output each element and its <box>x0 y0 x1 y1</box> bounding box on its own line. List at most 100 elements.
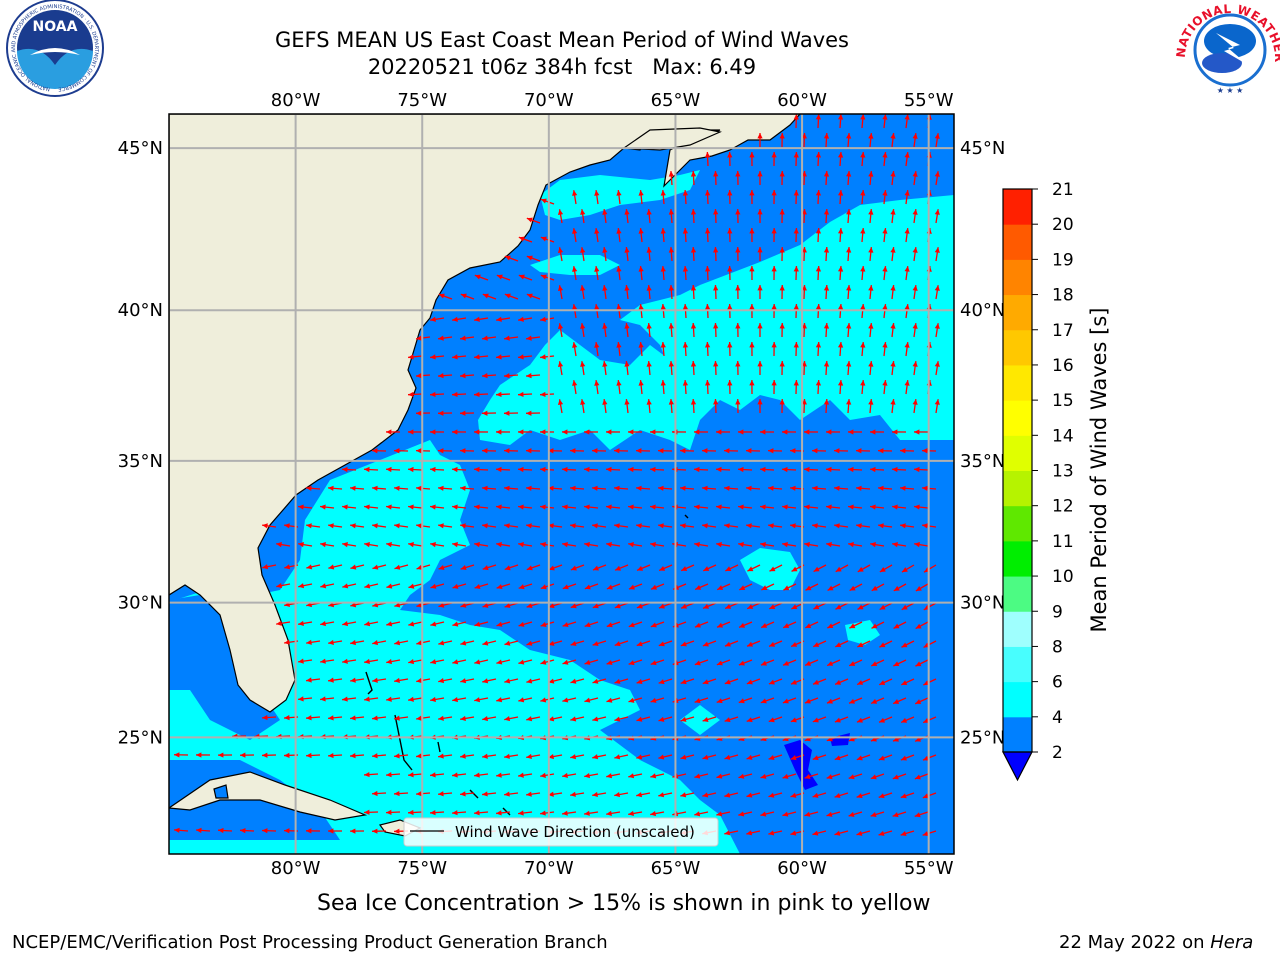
wind-arrow-head <box>606 429 612 435</box>
wind-arrow-head <box>860 266 866 272</box>
wind-arrow-head <box>882 304 888 310</box>
wind-arrow-head <box>496 772 502 778</box>
wind-arrow-head <box>570 448 576 454</box>
wind-arrow-head <box>757 361 763 367</box>
wind-arrow-head <box>276 620 282 626</box>
wind-arrow-head <box>871 698 878 704</box>
wind-arrow-head <box>694 504 700 510</box>
wind-arrow-head <box>350 715 356 721</box>
wind-arrow-head <box>834 485 840 491</box>
wind-arrow-head <box>860 190 866 196</box>
wind-arrow-head <box>900 793 907 799</box>
wind-arrow-head <box>771 266 777 272</box>
wind-arrow-head <box>690 209 697 215</box>
wind-arrow-head <box>749 266 755 272</box>
lon-tick-label-top: 65°W <box>651 90 701 111</box>
noaa-logo-text: NOAA <box>33 19 78 35</box>
wind-arrow-head <box>815 342 822 348</box>
wind-arrow-head <box>548 523 554 529</box>
wind-arrow-head <box>646 399 652 405</box>
wind-arrow-head <box>284 752 290 758</box>
wind-arrow-head <box>793 266 799 272</box>
wind-arrow-head <box>592 523 598 529</box>
wind-arrow-head <box>386 621 393 627</box>
wind-arrow-head <box>702 716 709 722</box>
wind-arrow-head <box>893 585 900 591</box>
wind-arrow-head <box>594 266 600 272</box>
wind-arrow-head <box>702 523 708 529</box>
wind-arrow-head <box>716 811 723 817</box>
wind-arrow-head <box>713 209 719 215</box>
wind-arrow-head <box>306 677 312 683</box>
wind-arrow-head <box>713 285 719 291</box>
wind-arrow-head <box>914 504 920 510</box>
wind-arrow-head <box>835 642 842 647</box>
wind-arrow-head <box>912 209 918 215</box>
wind-arrow-head <box>504 791 510 797</box>
wind-arrow-head <box>870 774 877 780</box>
wind-arrow-head <box>438 564 445 570</box>
wind-arrow-head <box>790 448 796 454</box>
wind-arrow-head <box>592 448 598 454</box>
wind-arrow-head <box>386 696 392 702</box>
wind-arrow-head <box>768 830 775 836</box>
wind-arrow-head <box>658 754 665 760</box>
wind-arrow-head <box>868 133 874 139</box>
wind-arrow-head <box>716 773 723 779</box>
wind-arrow-head <box>901 680 908 685</box>
wind-arrow-head <box>650 429 656 435</box>
wind-arrow-head <box>934 323 940 329</box>
wind-arrow-head <box>868 323 874 329</box>
wind-arrow-head <box>694 622 701 628</box>
wind-arrow-head <box>849 623 856 629</box>
wind-arrow-head <box>901 642 908 648</box>
wind-arrow-head <box>526 410 532 416</box>
wind-arrow-head <box>636 448 642 454</box>
wind-arrow-head <box>452 542 458 548</box>
wind-arrow-head <box>628 622 635 628</box>
wind-arrow-head <box>452 621 459 627</box>
wind-arrow-head <box>746 485 752 491</box>
wind-arrow-head <box>518 274 525 280</box>
wind-arrow-head <box>680 485 686 491</box>
wind-arrow-head <box>394 753 400 759</box>
wind-arrow-head <box>912 361 918 367</box>
wind-arrow-head <box>834 448 840 454</box>
wind-arrow-head <box>837 152 844 158</box>
wind-arrow-head <box>823 247 830 253</box>
wind-arrow-head <box>904 380 910 386</box>
wind-arrow-head <box>592 565 599 571</box>
wind-arrow-head <box>584 542 590 548</box>
colorbar-tick-label: 10 <box>1052 567 1074 587</box>
wind-arrow-head <box>430 391 436 398</box>
lon-tick-label-bottom: 70°W <box>524 858 574 879</box>
map-frame <box>168 113 955 855</box>
wind-arrow-head <box>702 485 708 491</box>
wind-arrow-head <box>408 583 415 589</box>
wind-arrow-head <box>694 773 701 779</box>
wind-arrow-head <box>716 504 722 510</box>
wind-arrow-head <box>912 399 918 405</box>
wind-arrow-head <box>614 678 621 684</box>
wind-arrow-head <box>779 323 785 329</box>
wind-arrow-head <box>394 602 401 608</box>
wind-arrow-head <box>846 247 852 253</box>
wind-arrow-head <box>727 380 733 386</box>
wind-arrow-head <box>320 504 326 510</box>
wind-arrow-head <box>518 391 524 398</box>
wind-arrow-head <box>856 523 862 529</box>
wind-arrow-head <box>438 335 444 341</box>
wind-arrow-head <box>548 448 554 454</box>
wind-arrow-head <box>482 373 488 379</box>
wind-arrow-head <box>879 566 886 572</box>
wind-arrow-head <box>592 791 598 798</box>
wind-arrow-head <box>616 342 622 348</box>
wind-arrow-head <box>690 247 697 253</box>
wind-arrow-head <box>681 566 688 571</box>
wind-arrow-head <box>504 373 510 379</box>
wind-arrow-head <box>760 429 766 435</box>
colorbar-segment <box>1003 224 1032 260</box>
wind-arrow-head <box>540 772 546 778</box>
wind-arrow-head <box>196 827 202 833</box>
colorbar-tick-label: 13 <box>1052 462 1074 482</box>
